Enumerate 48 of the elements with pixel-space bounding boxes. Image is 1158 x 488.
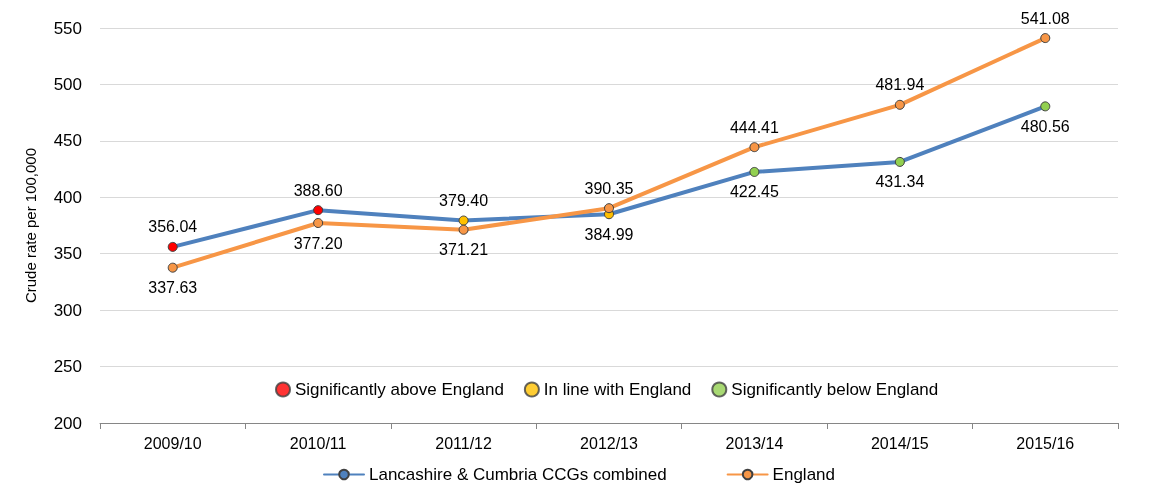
data-label: 390.35 [584,179,634,197]
y-axis-title: Crude rate per 100,000 [22,147,39,304]
point [458,224,469,235]
data-label: 480.56 [1020,117,1070,135]
y-tick-label: 250 [53,357,82,377]
data-label: 337.63 [148,279,198,297]
data-label: 379.40 [439,192,489,210]
legend-label: Lancashire & Cumbria CCGs combined [368,465,667,484]
point [1040,101,1051,112]
x-tick-label: 2009/10 [143,434,202,452]
point [894,99,905,110]
x-tick-label: 2014/15 [870,434,929,452]
point [313,218,324,229]
data-label: 541.08 [1020,9,1070,27]
data-label: 481.94 [875,76,925,94]
data-label: 422.45 [729,183,779,201]
data-label: 377.20 [293,234,343,252]
data-label: 371.21 [439,241,489,259]
point [1040,33,1051,44]
y-tick-label: 200 [53,413,82,433]
y-tick-label: 500 [53,74,82,94]
point [167,262,178,273]
point [894,156,905,167]
x-tick-label: 2010/11 [289,434,347,452]
point [604,203,614,214]
data-label: 388.60 [293,181,343,199]
point [749,166,760,177]
y-tick-label: 300 [53,300,82,320]
y-tick-label: 350 [53,244,82,264]
legend-label: England [772,465,836,484]
legend-label: Significantly above England [295,380,504,399]
point [313,205,324,216]
x-tick-label: 2011/12 [435,434,492,452]
point [167,241,178,252]
x-tick-label: 2012/13 [580,434,639,452]
x-tick-label: 2015/16 [1016,434,1075,452]
legend-label: Significantly below England [731,380,939,399]
y-tick-label: 450 [53,131,82,151]
point [749,142,760,153]
data-label: 356.04 [148,218,198,236]
point [458,215,469,226]
y-tick-label: 550 [53,18,82,38]
data-label: 384.99 [584,225,634,243]
x-tick-label: 2013/14 [725,434,784,452]
legend-label: In line with England [543,380,692,399]
data-label: 431.34 [875,173,925,191]
data-label: 444.41 [729,118,779,136]
y-tick-label: 400 [53,187,82,207]
